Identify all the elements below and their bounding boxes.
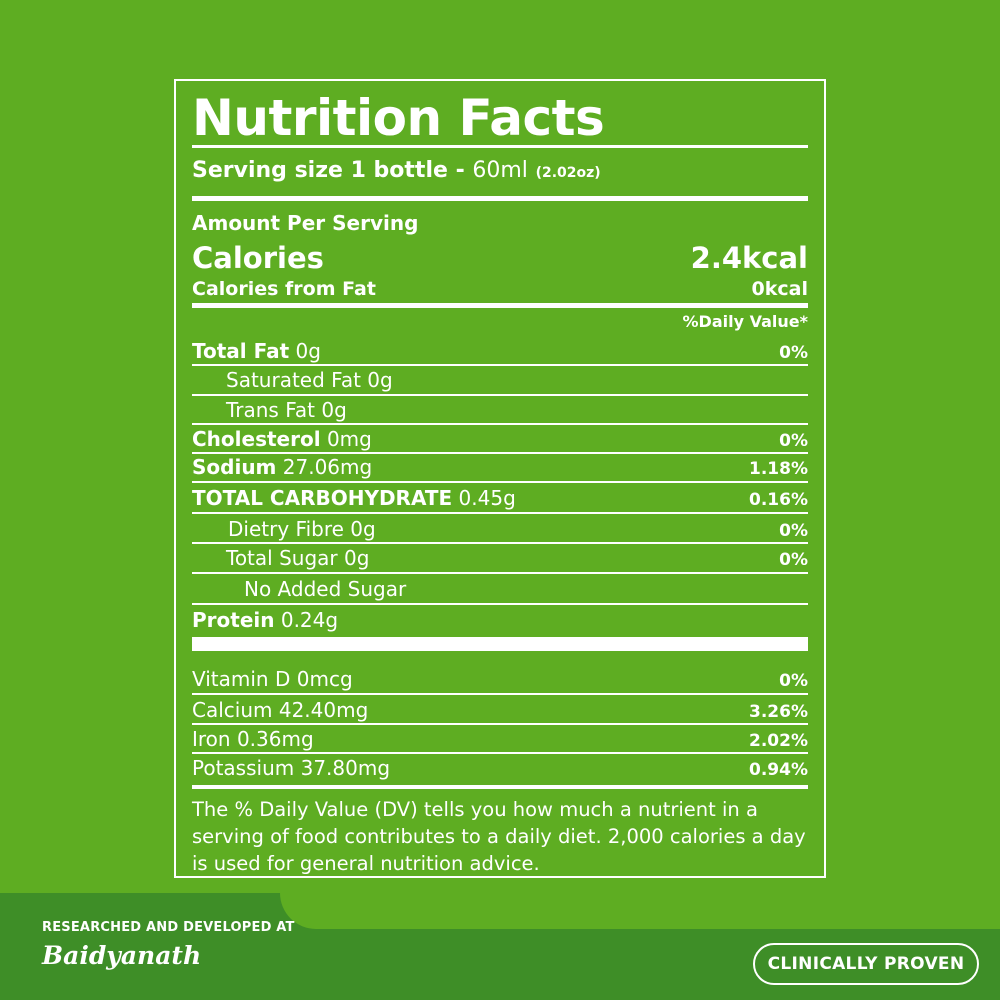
divider [192, 364, 808, 366]
nutrient-name: No Added Sugar [244, 577, 407, 601]
nutrient-name: Total Fat [192, 339, 290, 363]
nutrition-facts-panel: Nutrition Facts Serving size 1 bottle - … [174, 79, 826, 878]
vitamin-row: Iron 0.36mg 2.02% [192, 723, 808, 751]
nutrient-dv: 0% [779, 550, 808, 570]
calories-value: 2.4kcal [690, 241, 808, 275]
vitamin-name: Iron [192, 727, 231, 751]
thick-divider [192, 637, 808, 651]
nutrient-dv: 1.18% [749, 459, 808, 479]
nutrient-dv: 0.16% [749, 490, 808, 510]
divider [192, 752, 808, 754]
calories-fat-label: Calories from Fat [192, 278, 376, 300]
nutrient-amount: 0g [321, 398, 347, 422]
vitamin-row: Vitamin D 0mcg 0% [192, 663, 808, 691]
calories-fat-value: 0kcal [751, 278, 808, 300]
calories-row: Calories 2.4kcal [192, 241, 808, 275]
divider [192, 452, 808, 454]
vitamin-dv: 2.02% [749, 731, 808, 751]
brand-logo: Baidyanath [42, 941, 202, 970]
serving-value: 60ml [472, 158, 528, 183]
vitamin-name: Potassium [192, 756, 295, 780]
daily-value-header: %Daily Value* [682, 312, 808, 331]
nutrient-row: No Added Sugar [192, 573, 808, 601]
vitamin-amount: 42.40mg [278, 698, 369, 722]
nutrient-row: Dietry Fibre 0g 0% [192, 513, 808, 541]
divider [192, 394, 808, 396]
nutrient-amount: 27.06mg [282, 455, 373, 479]
daily-value-footnote: The % Daily Value (DV) tells you how muc… [192, 798, 806, 875]
serving-label: Serving size 1 bottle - [192, 158, 473, 183]
nutrient-name: Trans Fat [226, 398, 315, 422]
nutrient-amount: 0g [343, 546, 370, 570]
nutrient-name: Sodium [192, 455, 277, 479]
calories-fat-row: Calories from Fat 0kcal [192, 278, 808, 300]
vitamin-dv: 3.26% [749, 702, 808, 722]
nutrient-name: Saturated Fat [226, 368, 361, 392]
nutrient-name: Dietry Fibre [228, 517, 344, 541]
nutrient-amount: 0g [367, 368, 393, 392]
nutrient-row: TOTAL CARBOHYDRATE 0.45g 0.16% [192, 482, 808, 510]
vitamin-dv: 0.94% [749, 760, 808, 780]
divider [192, 196, 808, 201]
divider [192, 145, 808, 148]
serving-alt: (2.02oz) [535, 165, 601, 181]
clinically-proven-badge: CLINICALLY PROVEN [753, 943, 979, 985]
divider [192, 423, 808, 425]
researched-label: RESEARCHED AND DEVELOPED AT [42, 920, 295, 935]
vitamin-name: Vitamin D [192, 667, 291, 691]
vitamin-name: Calcium [192, 698, 273, 722]
amount-per-serving: Amount Per Serving [192, 211, 419, 235]
nutrient-dv: 0% [779, 431, 808, 451]
divider [192, 303, 808, 308]
nutrient-amount: 0mg [326, 427, 372, 451]
nutrient-amount: 0g [295, 339, 321, 363]
nutrient-amount: 0.24g [280, 608, 339, 632]
divider [192, 785, 808, 789]
nutrient-dv: 0% [779, 343, 808, 363]
nutrient-dv: 0% [779, 521, 808, 541]
nutrient-amount: 0g [350, 517, 376, 541]
calories-label: Calories [192, 241, 324, 275]
footer-band [0, 893, 1000, 1000]
divider [192, 603, 808, 605]
panel-title: Nutrition Facts [192, 89, 605, 147]
divider [192, 512, 808, 514]
nutrient-row: Protein 0.24g [192, 604, 808, 632]
divider [192, 723, 808, 725]
vitamin-row: Potassium 37.80mg 0.94% [192, 752, 808, 780]
nutrient-name: Total Sugar [226, 546, 338, 570]
vitamin-row: Calcium 42.40mg 3.26% [192, 694, 808, 722]
nutrient-row: Sodium 27.06mg 1.18% [192, 451, 808, 479]
divider [192, 481, 808, 483]
nutrient-row: Total Sugar 0g 0% [192, 542, 808, 570]
vitamin-amount: 0mcg [296, 667, 353, 691]
nutrient-amount: 0.45g [458, 486, 516, 510]
nutrient-name: Cholesterol [192, 427, 321, 451]
nutrient-name: Protein [192, 608, 275, 632]
divider [192, 693, 808, 695]
divider [192, 542, 808, 544]
vitamin-dv: 0% [779, 671, 808, 691]
divider [192, 572, 808, 574]
nutrient-row: Total Fat 0g 0% [192, 335, 808, 363]
vitamin-amount: 0.36mg [236, 727, 314, 751]
nutrient-row: Saturated Fat 0g [192, 364, 808, 392]
serving-size: Serving size 1 bottle - 60ml (2.02oz) [192, 158, 601, 183]
nutrient-row: Trans Fat 0g [192, 394, 808, 422]
nutrient-name: TOTAL CARBOHYDRATE [192, 486, 453, 510]
nutrient-row: Cholesterol 0mg 0% [192, 423, 808, 451]
vitamin-amount: 37.80mg [300, 756, 391, 780]
